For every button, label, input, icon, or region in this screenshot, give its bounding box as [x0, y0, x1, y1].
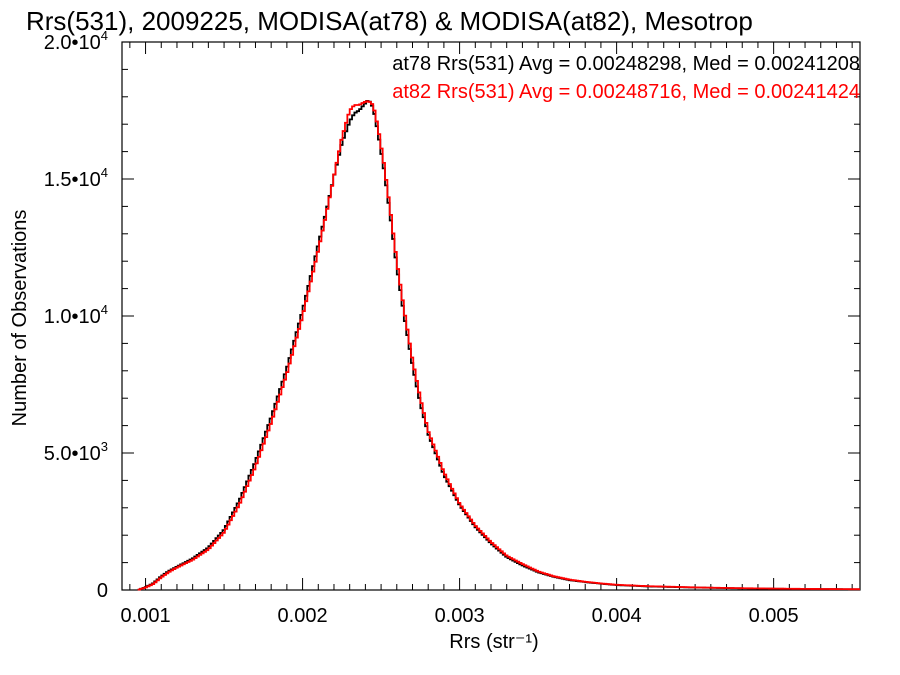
y-tick-exponent: 3 — [101, 439, 108, 454]
series-line-at78 — [137, 100, 860, 591]
plot-frame — [121, 41, 861, 591]
x-tick-label: 0.001 — [121, 605, 171, 627]
y-tick-label: 5.0•103 — [44, 439, 108, 465]
y-tick-label: 1.0•104 — [44, 302, 108, 328]
y-axis-label: Number of Observations — [9, 210, 31, 427]
y-tick-label: 2.0•104 — [44, 28, 108, 54]
series-annotation-at78: at78 Rrs(531) Avg = 0.00248298, Med = 0.… — [392, 53, 860, 75]
chart-title: Rrs(531), 2009225, MODISA(at78) & MODISA… — [26, 6, 753, 36]
y-tick-mantissa: 5.0•10 — [44, 443, 101, 465]
x-tick-label: 0.005 — [749, 605, 799, 627]
x-tick-label: 0.002 — [278, 605, 328, 627]
series-annotation-at82: at82 Rrs(531) Avg = 0.00248716, Med = 0.… — [392, 81, 860, 103]
y-tick-mantissa: 1.0•10 — [44, 306, 101, 328]
y-tick-exponent: 4 — [101, 165, 108, 180]
y-tick-mantissa: 0 — [97, 580, 108, 602]
series-line-at82 — [137, 100, 860, 591]
y-tick-label: 0 — [97, 580, 108, 602]
x-axis-label: Rrs (str⁻¹) — [449, 631, 538, 653]
y-tick-exponent: 4 — [101, 302, 108, 317]
y-tick-exponent: 4 — [101, 28, 108, 43]
y-tick-mantissa: 1.5•10 — [44, 169, 101, 191]
x-tick-label: 0.004 — [592, 605, 642, 627]
y-tick-label: 1.5•104 — [44, 165, 108, 191]
x-tick-label: 0.003 — [435, 605, 485, 627]
y-tick-mantissa: 2.0•10 — [44, 32, 101, 54]
